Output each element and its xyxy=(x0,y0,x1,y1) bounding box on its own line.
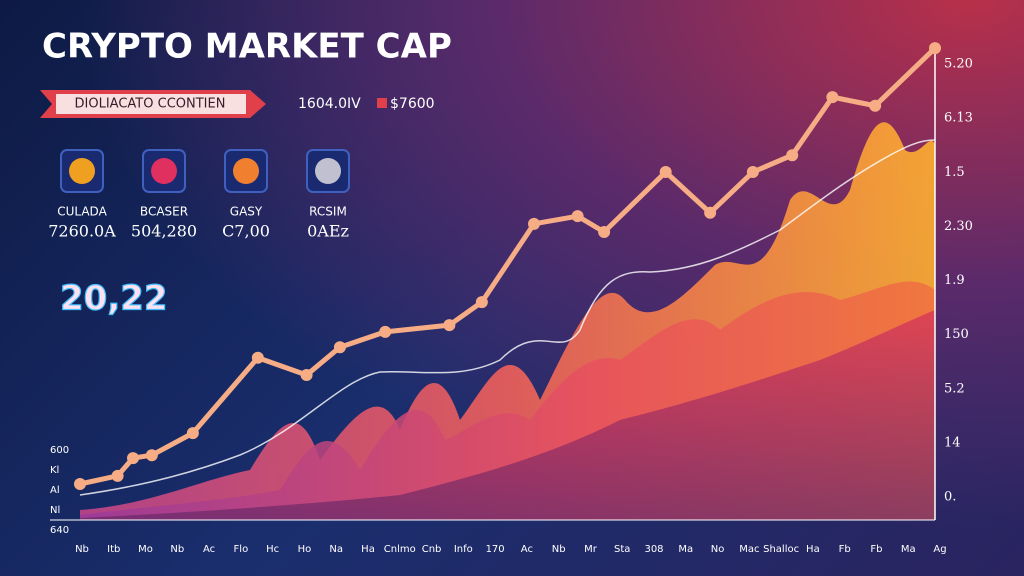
coin-value: 0AEz xyxy=(307,222,349,241)
point xyxy=(571,210,584,223)
x-label: Mac xyxy=(739,544,759,555)
x-label: Ha xyxy=(361,544,375,555)
right-label: 2.30 xyxy=(944,219,973,234)
year-neon: 20,22 xyxy=(60,279,168,319)
coin-name: RCSIM xyxy=(309,205,347,219)
coin-name: CULADA xyxy=(57,205,107,219)
x-label: No xyxy=(711,544,725,555)
point xyxy=(127,452,140,465)
chart-title: CRYPTO MARKET CAP xyxy=(42,27,452,67)
point xyxy=(443,319,456,332)
x-label: Nb xyxy=(170,544,184,555)
point xyxy=(475,296,488,309)
coin-name: GASY xyxy=(230,205,263,219)
coin-value: 7260.0A xyxy=(48,222,116,241)
coin-value: C7,00 xyxy=(222,222,270,241)
x-label: Na xyxy=(329,544,343,555)
point xyxy=(251,351,264,364)
x-label: Ac xyxy=(203,544,215,555)
stat-icon xyxy=(377,98,387,108)
x-label: Nb xyxy=(75,544,89,555)
right-label: 14 xyxy=(944,435,961,450)
x-label: Cnb xyxy=(422,544,442,555)
point xyxy=(333,341,346,354)
x-label: Ac xyxy=(521,544,533,555)
right-label: 1.9 xyxy=(944,273,965,288)
point xyxy=(704,206,717,219)
coin-icon-glyph xyxy=(151,158,177,184)
x-label: Mo xyxy=(138,544,153,555)
left-label: Kl xyxy=(50,465,59,476)
coin-icon-glyph xyxy=(315,158,341,184)
left-label: Nl xyxy=(50,505,60,516)
x-label: Ma xyxy=(901,544,916,555)
point xyxy=(786,149,799,162)
right-label: 1.5 xyxy=(944,165,965,180)
point xyxy=(826,91,839,104)
area-front xyxy=(80,310,935,520)
coin-name: BCASER xyxy=(140,205,188,219)
x-label: Cnlmo xyxy=(384,544,416,555)
x-label: Fb xyxy=(870,544,882,555)
x-label: Hc xyxy=(266,544,279,555)
x-label: Ag xyxy=(933,544,946,555)
stat: 1604.0IV xyxy=(298,96,361,112)
x-label: Nb xyxy=(552,544,566,555)
x-label: Flo xyxy=(234,544,249,555)
point xyxy=(659,166,672,178)
left-label: Al xyxy=(50,485,60,496)
point xyxy=(300,369,313,382)
banner-text: DIOLIACATO CCONTIEN xyxy=(75,97,226,112)
x-label: Mr xyxy=(584,544,598,555)
x-label: Ha xyxy=(806,544,820,555)
x-label: Ma xyxy=(678,544,693,555)
x-label: Sta xyxy=(614,544,630,555)
point xyxy=(111,469,124,482)
x-label: 170 xyxy=(486,544,505,555)
point xyxy=(145,449,158,462)
right-label: 5.2 xyxy=(944,381,965,396)
coin-icon-glyph xyxy=(233,158,259,184)
point xyxy=(74,478,86,490)
right-label: 5.20 xyxy=(944,57,973,72)
stat: $7600 xyxy=(390,96,435,112)
x-label: Itb xyxy=(107,544,120,555)
point xyxy=(869,99,882,112)
point xyxy=(598,226,611,238)
point xyxy=(186,427,199,440)
point xyxy=(746,166,759,178)
trend-thin xyxy=(79,139,936,496)
x-label: Info xyxy=(454,544,473,555)
point xyxy=(528,217,541,230)
banner-inner xyxy=(56,94,246,114)
x-label: 308 xyxy=(644,544,663,555)
x-label: Fb xyxy=(839,544,851,555)
right-label: 150 xyxy=(944,327,969,342)
point xyxy=(379,325,392,338)
x-label: Ho xyxy=(298,544,312,555)
x-label: Shalloc xyxy=(763,544,799,555)
left-label: 640 xyxy=(50,525,69,536)
right-label: 0. xyxy=(944,490,956,505)
left-label: 600 xyxy=(50,445,69,456)
coin-value: 504,280 xyxy=(131,222,197,241)
right-label: 6.13 xyxy=(944,111,973,126)
coin-icon-glyph xyxy=(69,158,95,184)
point xyxy=(929,42,941,55)
